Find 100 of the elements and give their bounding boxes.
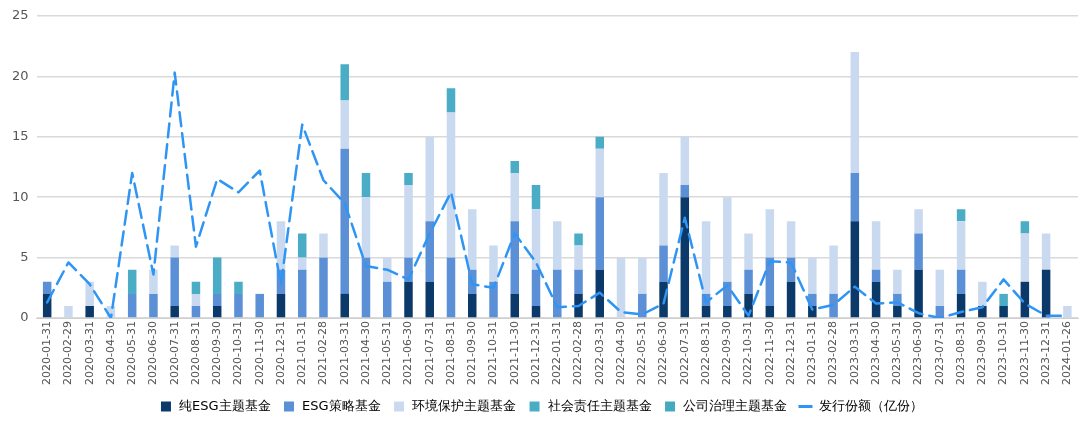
bar <box>553 269 562 318</box>
bar <box>531 305 541 318</box>
x-tick-label: 2023-11-30 <box>1017 321 1031 386</box>
x-tick-label: 2023-03-31 <box>847 321 861 386</box>
bar <box>64 305 73 318</box>
x-tick-label: 2022-01-31 <box>550 321 564 386</box>
bar <box>1020 221 1030 234</box>
bar <box>553 221 562 270</box>
bar <box>1020 233 1030 282</box>
bar <box>956 269 966 294</box>
bar <box>744 269 753 294</box>
x-tick-label: 2020-03-31 <box>82 321 96 386</box>
bar <box>340 64 349 101</box>
x-tick-label: 2022-05-31 <box>635 321 649 386</box>
x-tick-label: 2023-07-31 <box>932 321 946 386</box>
bar <box>595 197 605 270</box>
bar <box>297 269 307 318</box>
bar <box>659 245 668 282</box>
bar <box>829 293 838 318</box>
bar <box>319 257 328 318</box>
bar <box>340 100 349 149</box>
x-tick-label: 2021-05-31 <box>380 321 394 386</box>
y-tick-label: 10 <box>12 188 29 204</box>
bar <box>361 197 371 258</box>
x-tick-label: 2023-09-30 <box>975 321 989 386</box>
bar <box>531 185 541 210</box>
bar <box>574 233 583 246</box>
x-tick-label: 2021-10-31 <box>486 321 500 386</box>
x-tick-label: 2021-09-30 <box>465 321 479 386</box>
x-tick-label: 2020-05-31 <box>125 321 139 386</box>
bar <box>42 281 52 294</box>
bar <box>914 269 923 318</box>
legend-label: 社会责任主题基金 <box>547 397 652 413</box>
x-tick-label: 2020-11-30 <box>252 321 266 386</box>
x-tick-label: 2021-04-30 <box>358 321 372 386</box>
bar <box>425 221 434 282</box>
legend-label: 公司治理主题基金 <box>683 397 788 413</box>
bar <box>638 293 647 318</box>
bar <box>595 136 605 149</box>
x-tick-label: 2023-05-31 <box>890 321 904 386</box>
bar <box>170 305 179 318</box>
bar <box>723 197 732 282</box>
bar <box>404 281 413 318</box>
bar <box>149 269 158 294</box>
bar <box>510 293 520 318</box>
bar <box>468 209 477 270</box>
bar <box>956 221 966 270</box>
x-tick-label: 2020-12-31 <box>273 321 287 386</box>
x-tick-label: 2021-03-31 <box>337 321 351 386</box>
bar <box>638 257 647 294</box>
x-tick-label: 2023-06-30 <box>911 321 925 386</box>
y-tick-label: 0 <box>20 309 29 325</box>
bar <box>850 52 860 173</box>
y-tick-label: 25 <box>12 7 29 23</box>
x-tick-label: 2021-11-30 <box>507 321 521 386</box>
bar <box>765 209 775 258</box>
bar <box>808 257 817 294</box>
x-tick-label: 2021-01-31 <box>295 321 309 386</box>
bar <box>680 136 690 186</box>
bar <box>659 172 668 246</box>
bar <box>234 293 243 318</box>
x-tick-label: 2022-09-30 <box>720 321 734 386</box>
bar <box>170 257 179 306</box>
bar <box>297 257 307 270</box>
bar <box>510 172 520 222</box>
bar <box>999 305 1008 318</box>
x-tick-label: 2023-12-31 <box>1038 321 1052 386</box>
bar <box>510 160 520 173</box>
bar <box>786 221 796 258</box>
bar <box>85 281 94 306</box>
y-tick-label: 15 <box>12 128 29 144</box>
x-tick-label: 2023-04-30 <box>868 321 882 386</box>
bar <box>595 148 605 198</box>
bar <box>786 281 796 318</box>
x-tick-label: 2020-08-31 <box>188 321 202 386</box>
x-tick-label: 2024-01-26 <box>1060 321 1074 386</box>
bar <box>914 209 923 234</box>
legend-label: 纯ESG主题基金 <box>178 397 271 413</box>
bar <box>1041 233 1051 270</box>
bar <box>170 245 179 258</box>
bar <box>531 209 541 270</box>
bar <box>893 305 902 318</box>
x-tick-label: 2020-10-31 <box>231 321 245 386</box>
bar <box>680 185 690 198</box>
bar <box>850 172 860 222</box>
bar <box>893 269 902 294</box>
bar <box>276 293 286 318</box>
bar <box>701 305 711 318</box>
x-tick-label: 2022-08-31 <box>698 321 712 386</box>
bar <box>149 293 158 318</box>
bar <box>744 233 753 270</box>
bar <box>531 269 541 306</box>
bar <box>1041 269 1051 318</box>
bar <box>297 233 307 258</box>
bar <box>234 281 243 294</box>
x-tick-label: 2021-07-31 <box>422 321 436 386</box>
y-tick-label: 5 <box>20 248 29 264</box>
x-tick-label: 2023-10-31 <box>996 321 1010 386</box>
bar <box>765 305 775 318</box>
bar <box>255 293 264 318</box>
